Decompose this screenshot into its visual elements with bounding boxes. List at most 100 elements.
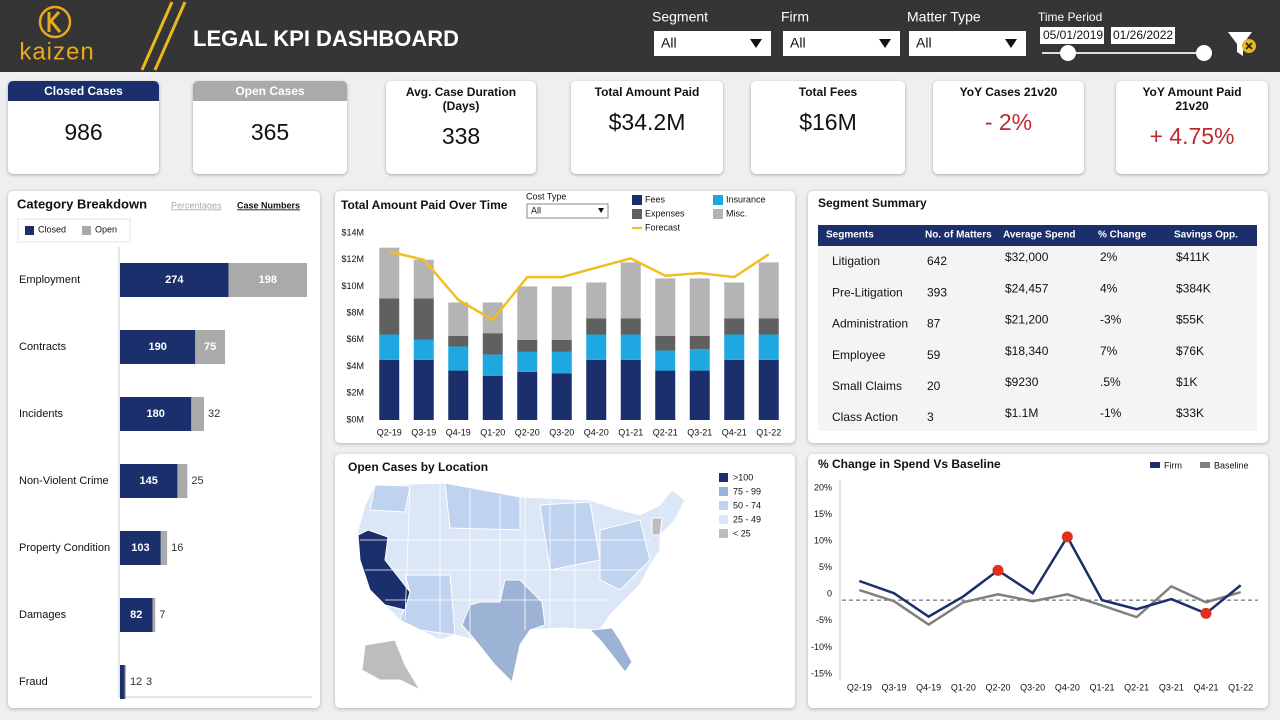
bar-segment	[120, 598, 153, 632]
table-cell: $32,000	[1005, 250, 1049, 264]
filter-dropdown[interactable]	[909, 31, 1026, 56]
bar-segment	[724, 359, 745, 420]
logo-ring	[38, 5, 72, 39]
filter-label: Segment	[652, 9, 708, 25]
bar-segment	[551, 373, 572, 420]
bar-segment	[482, 375, 503, 420]
filter-dropdown[interactable]	[783, 31, 900, 56]
y-tick-label: 15%	[814, 509, 832, 519]
bar-segment	[586, 318, 607, 335]
bar-segment	[620, 318, 641, 335]
x-tick-label: Q4-21	[1193, 682, 1218, 692]
highlight-point	[1200, 607, 1212, 619]
legend-label: < 25	[733, 528, 751, 538]
filter-dropdown[interactable]	[654, 31, 771, 56]
x-tick-label: Q2-19	[847, 682, 872, 692]
y-tick-label: $2M	[346, 388, 364, 398]
legend-swatch	[632, 195, 642, 205]
bar-segment	[120, 665, 125, 699]
dashboard-title: LEGAL KPI DASHBOARD	[193, 26, 459, 51]
table-header-cell: % Change	[1098, 230, 1147, 241]
table-cell: 3	[927, 410, 934, 424]
table-cell: $24,457	[1005, 281, 1049, 295]
x-tick-label: Q3-20	[549, 427, 574, 437]
bar-segment	[724, 334, 745, 360]
bar-segment	[120, 531, 161, 565]
kpi-label: YoY Amount Paid 21v20	[1142, 85, 1242, 113]
table-cell: 20	[927, 379, 941, 393]
x-tick-label: Q2-20	[985, 682, 1010, 692]
panel	[8, 191, 320, 708]
y-tick-label: $6M	[346, 334, 364, 344]
slider-knob[interactable]	[1196, 45, 1212, 61]
bar-segment	[413, 298, 434, 340]
x-tick-label: Q4-21	[722, 427, 747, 437]
bar-segment	[551, 286, 572, 340]
bar-segment	[517, 286, 538, 340]
clear-filter-x	[1245, 42, 1253, 50]
dropdown-arrow	[1005, 39, 1017, 48]
forecast-line	[388, 250, 770, 322]
kpi-label: Avg. Case Duration (Days)	[405, 85, 517, 113]
table-cell: -1%	[1100, 406, 1122, 420]
table-header-cell: Segments	[826, 230, 874, 241]
category-label: Property Condition	[19, 542, 110, 554]
table-cell: $9230	[1005, 375, 1039, 389]
category-label: Employment	[19, 274, 80, 286]
y-tick-label: 5%	[819, 562, 832, 572]
y-tick-label: 0	[827, 589, 832, 599]
kpi-label: Total Fees	[798, 85, 858, 99]
legend-swatch	[713, 195, 723, 205]
legend-label: Closed	[38, 224, 66, 234]
bar-segment	[448, 302, 469, 336]
bar-segment	[517, 339, 538, 352]
map-region	[651, 517, 663, 536]
bar-label: 7	[159, 609, 165, 621]
clear-filter-icon[interactable]	[1228, 32, 1252, 56]
toggle[interactable]: Case Numbers	[237, 200, 300, 210]
table-cell: 393	[927, 285, 947, 299]
date-input[interactable]	[1040, 27, 1104, 44]
bar-label: 274	[165, 274, 184, 286]
y-tick-label: $12M	[341, 254, 364, 264]
x-tick-label: Q3-19	[881, 682, 906, 692]
table-cell: $21,200	[1005, 313, 1049, 327]
map-region	[599, 519, 651, 591]
table-cell: Employee	[832, 348, 886, 362]
date-input[interactable]	[1111, 27, 1175, 44]
chart-title: Category Breakdown	[17, 196, 147, 211]
kpi-value: 365	[250, 119, 290, 145]
slider-knob[interactable]	[1060, 45, 1076, 61]
bar-segment	[620, 334, 641, 360]
toggle[interactable]: Percentages	[171, 200, 222, 210]
y-tick-label: $0M	[346, 414, 364, 424]
bar-segment	[120, 397, 192, 431]
kpi-label: YoY Cases 21v20	[959, 85, 1058, 99]
map-region	[444, 482, 521, 531]
table-cell: Pre-Litigation	[832, 285, 903, 299]
time-period-label: Time Period	[1038, 10, 1102, 24]
dropdown-arrow	[598, 208, 604, 213]
x-tick-label: Q3-19	[411, 427, 436, 437]
bar-segment	[758, 334, 779, 360]
kpi-card: YoY Amount Paid 21v20 + 4.75%	[1116, 81, 1268, 174]
category-label: Non-Violent Crime	[19, 475, 109, 487]
table-cell: $411K	[1176, 250, 1210, 264]
bar-segment	[517, 351, 538, 372]
table-cell: $18,340	[1005, 344, 1049, 358]
table-cell: $384K	[1176, 281, 1211, 295]
bar-segment	[413, 339, 434, 360]
kpi-value: + 4.75%	[1149, 123, 1235, 149]
legend-label: Expenses	[645, 208, 685, 218]
bar-label: 198	[259, 274, 277, 286]
chart-title: Open Cases by Location	[348, 460, 488, 474]
kpi-value: - 2%	[984, 109, 1033, 135]
x-tick-label: Q2-20	[515, 427, 540, 437]
highlight-point	[992, 564, 1004, 576]
y-tick-label: $10M	[341, 281, 364, 291]
dropdown-arrow	[750, 39, 762, 48]
bar-segment	[379, 334, 400, 360]
panel	[808, 454, 1268, 708]
table-cell: Administration	[832, 317, 908, 331]
filter-dropdown[interactable]	[526, 203, 609, 219]
